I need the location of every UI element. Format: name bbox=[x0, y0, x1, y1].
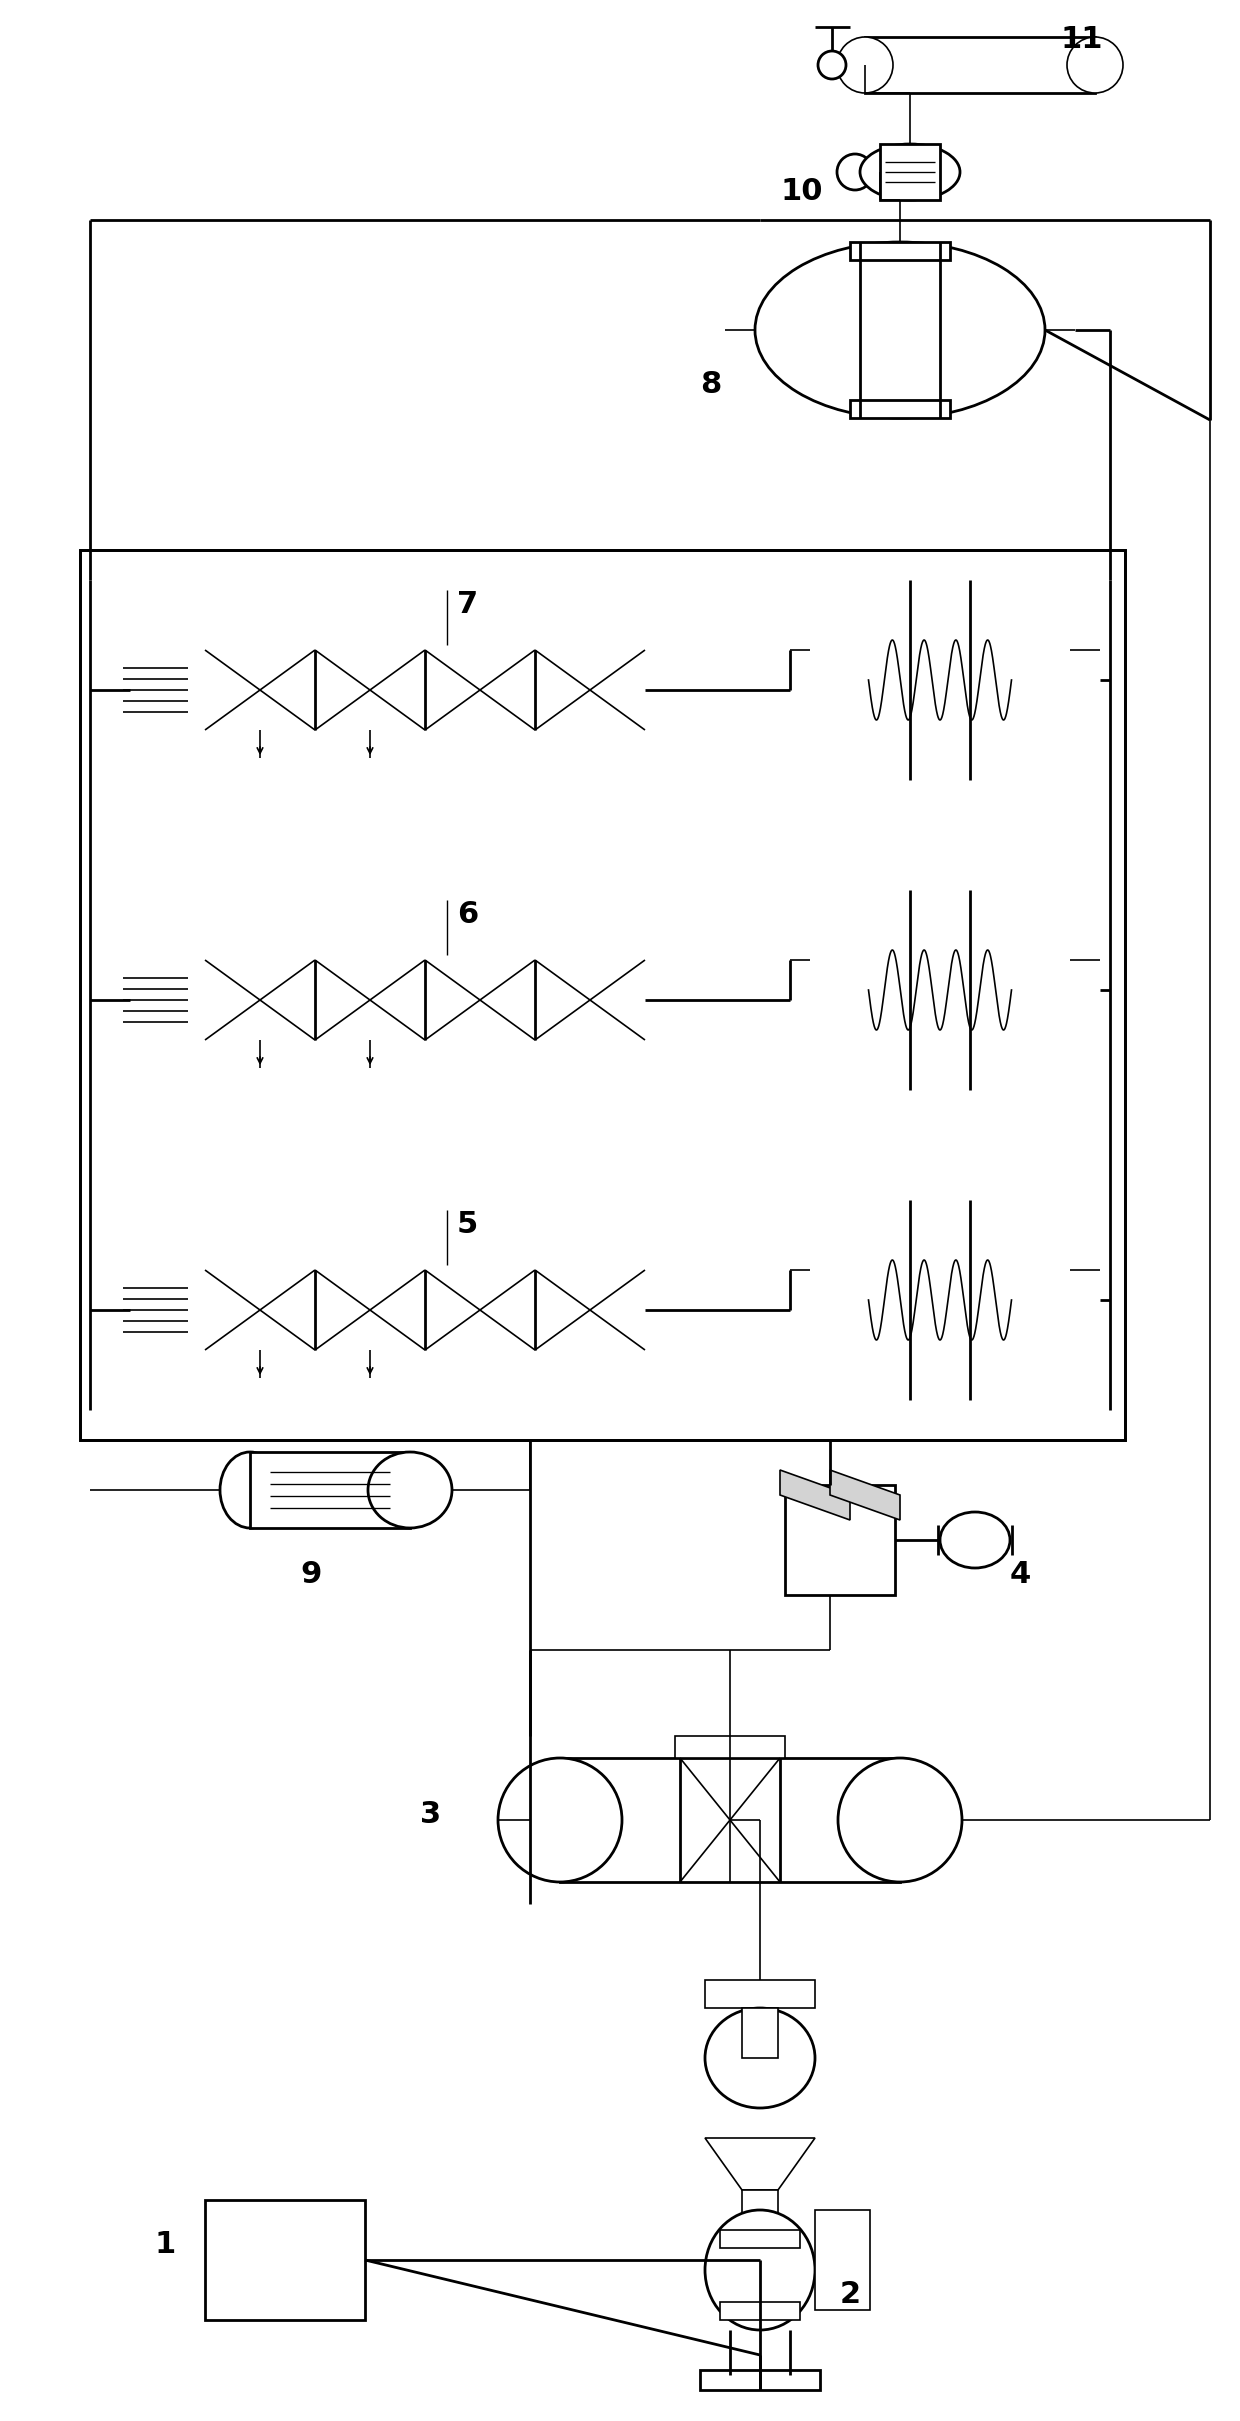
Text: 2: 2 bbox=[839, 2281, 861, 2310]
Ellipse shape bbox=[368, 1453, 453, 1528]
Bar bbox=[560, 1758, 900, 1881]
Bar bbox=[675, 1736, 785, 1758]
Bar bbox=[866, 36, 1095, 92]
Bar bbox=[875, 581, 1004, 603]
Ellipse shape bbox=[837, 36, 893, 92]
Bar bbox=[81, 550, 1125, 1440]
Polygon shape bbox=[780, 1470, 849, 1520]
Bar bbox=[875, 1378, 1004, 1399]
Polygon shape bbox=[830, 1470, 900, 1520]
Bar bbox=[193, 1259, 205, 1361]
Bar bbox=[849, 242, 950, 259]
Bar bbox=[81, 550, 1125, 1440]
Text: 1: 1 bbox=[155, 2230, 176, 2259]
Text: 9: 9 bbox=[300, 1559, 321, 1588]
Bar bbox=[875, 1201, 1004, 1223]
Bar bbox=[849, 399, 950, 419]
Text: 7: 7 bbox=[458, 591, 479, 620]
Ellipse shape bbox=[810, 581, 1070, 780]
Ellipse shape bbox=[105, 949, 205, 1051]
Bar bbox=[875, 1068, 1004, 1089]
Bar bbox=[706, 1980, 815, 2007]
Ellipse shape bbox=[1066, 36, 1123, 92]
Bar bbox=[720, 2302, 800, 2319]
Ellipse shape bbox=[219, 1453, 280, 1528]
Bar bbox=[875, 758, 1004, 780]
Bar bbox=[250, 1453, 410, 1528]
Ellipse shape bbox=[755, 242, 1045, 419]
Ellipse shape bbox=[706, 2007, 815, 2109]
Text: 4: 4 bbox=[1011, 1559, 1032, 1588]
Text: 3: 3 bbox=[420, 1799, 441, 1828]
Bar bbox=[193, 949, 205, 1051]
Ellipse shape bbox=[861, 143, 960, 201]
Ellipse shape bbox=[818, 51, 846, 80]
Bar bbox=[742, 2007, 777, 2058]
Ellipse shape bbox=[810, 1201, 1070, 1399]
Ellipse shape bbox=[706, 2210, 815, 2329]
Polygon shape bbox=[706, 2138, 815, 2191]
Bar bbox=[205, 2201, 365, 2319]
Text: 11: 11 bbox=[1060, 24, 1102, 53]
Ellipse shape bbox=[838, 1758, 962, 1881]
Text: 8: 8 bbox=[701, 370, 722, 399]
Text: 6: 6 bbox=[458, 901, 479, 930]
Text: 10: 10 bbox=[780, 177, 822, 206]
Bar bbox=[205, 961, 645, 1041]
Bar bbox=[193, 639, 205, 741]
Ellipse shape bbox=[810, 891, 1070, 1089]
Bar bbox=[701, 2370, 820, 2390]
Bar bbox=[875, 891, 1004, 913]
Ellipse shape bbox=[105, 639, 205, 741]
Bar bbox=[785, 1484, 895, 1595]
Ellipse shape bbox=[837, 155, 873, 189]
Text: 5: 5 bbox=[458, 1210, 479, 1240]
Bar bbox=[720, 2230, 800, 2249]
Bar bbox=[880, 143, 940, 201]
Bar bbox=[815, 2210, 870, 2310]
Bar bbox=[205, 649, 645, 731]
Bar bbox=[205, 1271, 645, 1351]
Ellipse shape bbox=[940, 1513, 1011, 1569]
Bar bbox=[742, 2191, 777, 2220]
Ellipse shape bbox=[498, 1758, 622, 1881]
Ellipse shape bbox=[105, 1259, 205, 1361]
